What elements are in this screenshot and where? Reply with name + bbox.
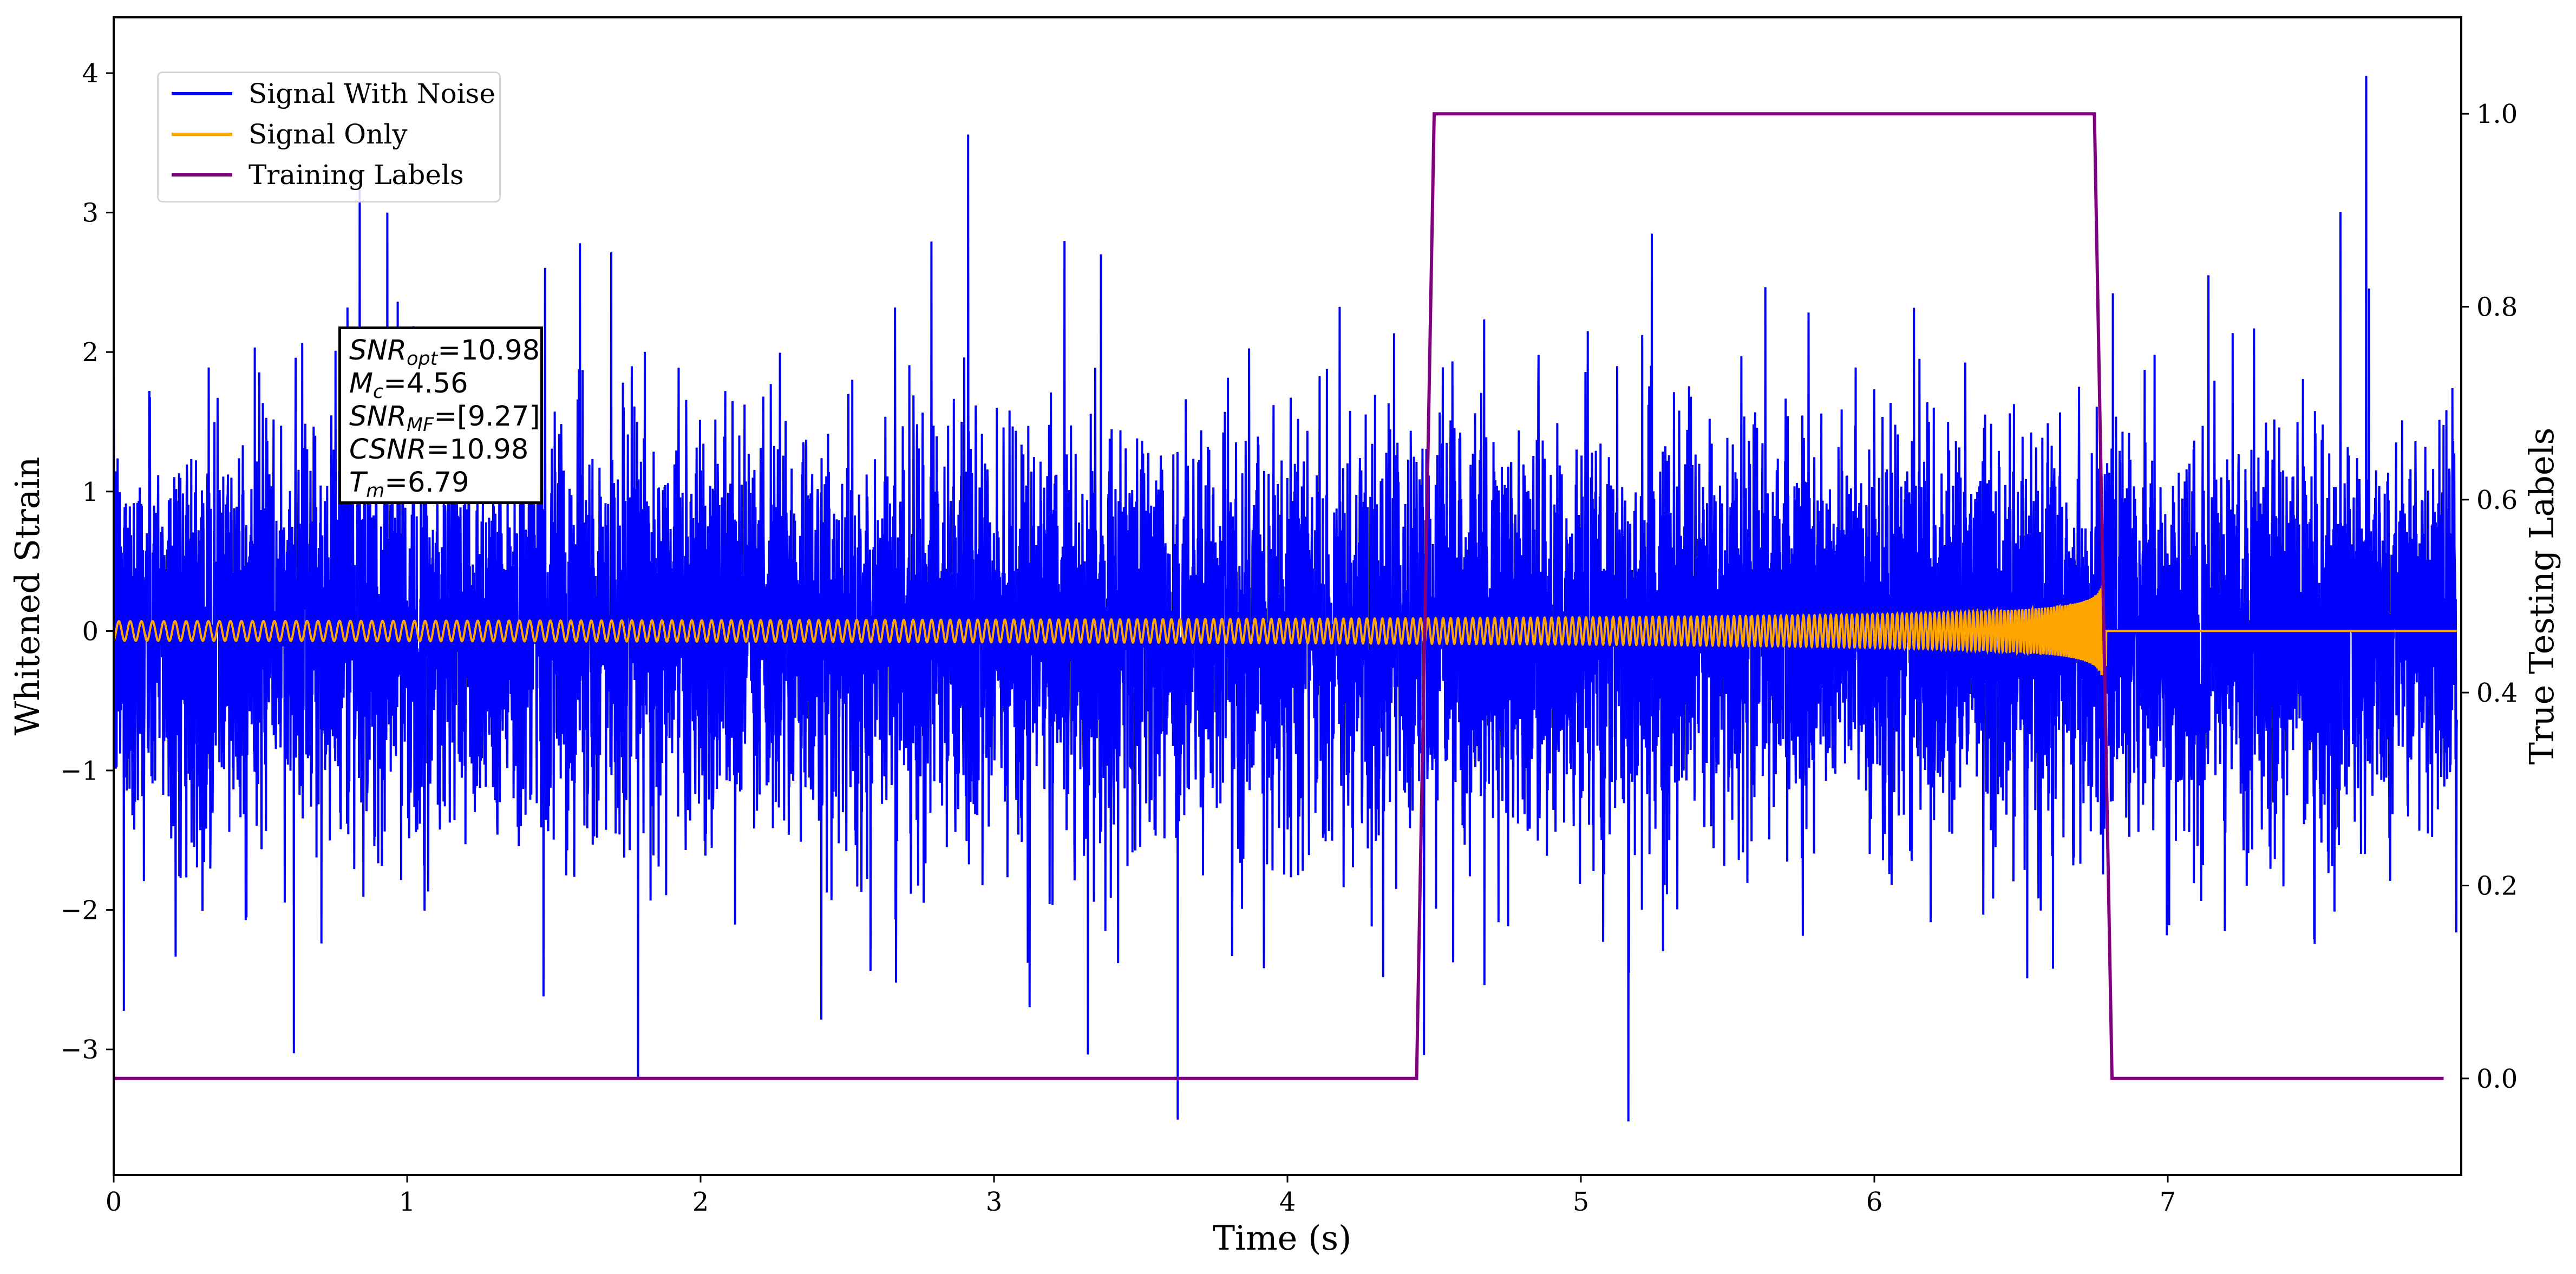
y-tick-label: 0 [82,616,99,646]
y-right-tick-label: 1.0 [2476,99,2518,129]
merger-time-line: Tm=6.79 [349,467,469,502]
series-signal-only [113,585,2457,676]
y-tick-label: 4 [82,58,99,89]
y-tick-label: −3 [60,1035,99,1065]
y-right-tick-label: 0.6 [2476,485,2518,515]
training-labels-line [114,112,2444,1080]
y-right-tick-label: 0.8 [2476,292,2518,323]
legend-swatch-orange [172,133,232,136]
chirp-mass-line: Mc=4.56 [349,368,468,403]
x-tick-label: 0 [106,1187,122,1217]
x-tick-label: 6 [1866,1187,1883,1217]
legend: Signal With Noise Signal Only Training L… [157,71,501,202]
series-training-labels [114,112,2444,1080]
y-tick-label: −1 [60,756,99,786]
legend-label: Signal Only [249,119,408,150]
legend-item-training-labels: Training Labels [172,156,464,194]
legend-item-signal-with-noise: Signal With Noise [172,75,495,113]
y-right-tick-label: 0.2 [2476,871,2518,901]
y-tick-label: 3 [82,198,99,228]
signal-with-noise-line [113,76,2458,1122]
x-tick-label: 4 [1279,1187,1296,1217]
snr-mf-line: SNRMF=[9.27] [349,401,540,436]
x-axis: 0 1 2 3 4 5 6 7 [106,1175,2176,1217]
legend-swatch-blue [172,92,232,95]
x-axis-label: Time (s) [1213,1218,1352,1258]
y-axis-label: Whitened Strain [8,457,47,736]
stats-annotation: SNRopt=10.98 Mc=4.56 SNRMF=[9.27] CSNR=1… [338,326,543,504]
y-right-tick-label: 0.4 [2476,678,2518,708]
y-right-tick-label: 0.0 [2476,1064,2518,1094]
y-tick-label: 1 [82,477,99,507]
legend-label: Signal With Noise [249,78,495,109]
y-axis-right: 0.0 0.2 0.4 0.6 0.8 1.0 [2461,99,2518,1094]
x-tick-label: 5 [1573,1187,1590,1217]
snr-opt-line: SNRopt=10.98 [349,335,540,370]
x-tick-label: 7 [2160,1187,2176,1217]
legend-item-signal-only: Signal Only [172,115,408,153]
legend-swatch-purple [172,173,232,177]
y-tick-label: 2 [82,337,99,368]
x-tick-label: 3 [986,1187,1003,1217]
csnr-line: CSNR=10.98 [349,434,529,466]
x-tick-label: 1 [399,1187,416,1217]
y-tick-label: −2 [60,896,99,926]
y-right-axis-label: True Testing Labels [2522,428,2561,765]
x-tick-label: 2 [692,1187,709,1217]
legend-label: Training Labels [249,159,464,191]
series-signal-with-noise [113,76,2458,1122]
signal-only-line [113,585,2457,676]
y-axis-left: −3 −2 −1 0 1 2 3 4 [60,58,114,1065]
